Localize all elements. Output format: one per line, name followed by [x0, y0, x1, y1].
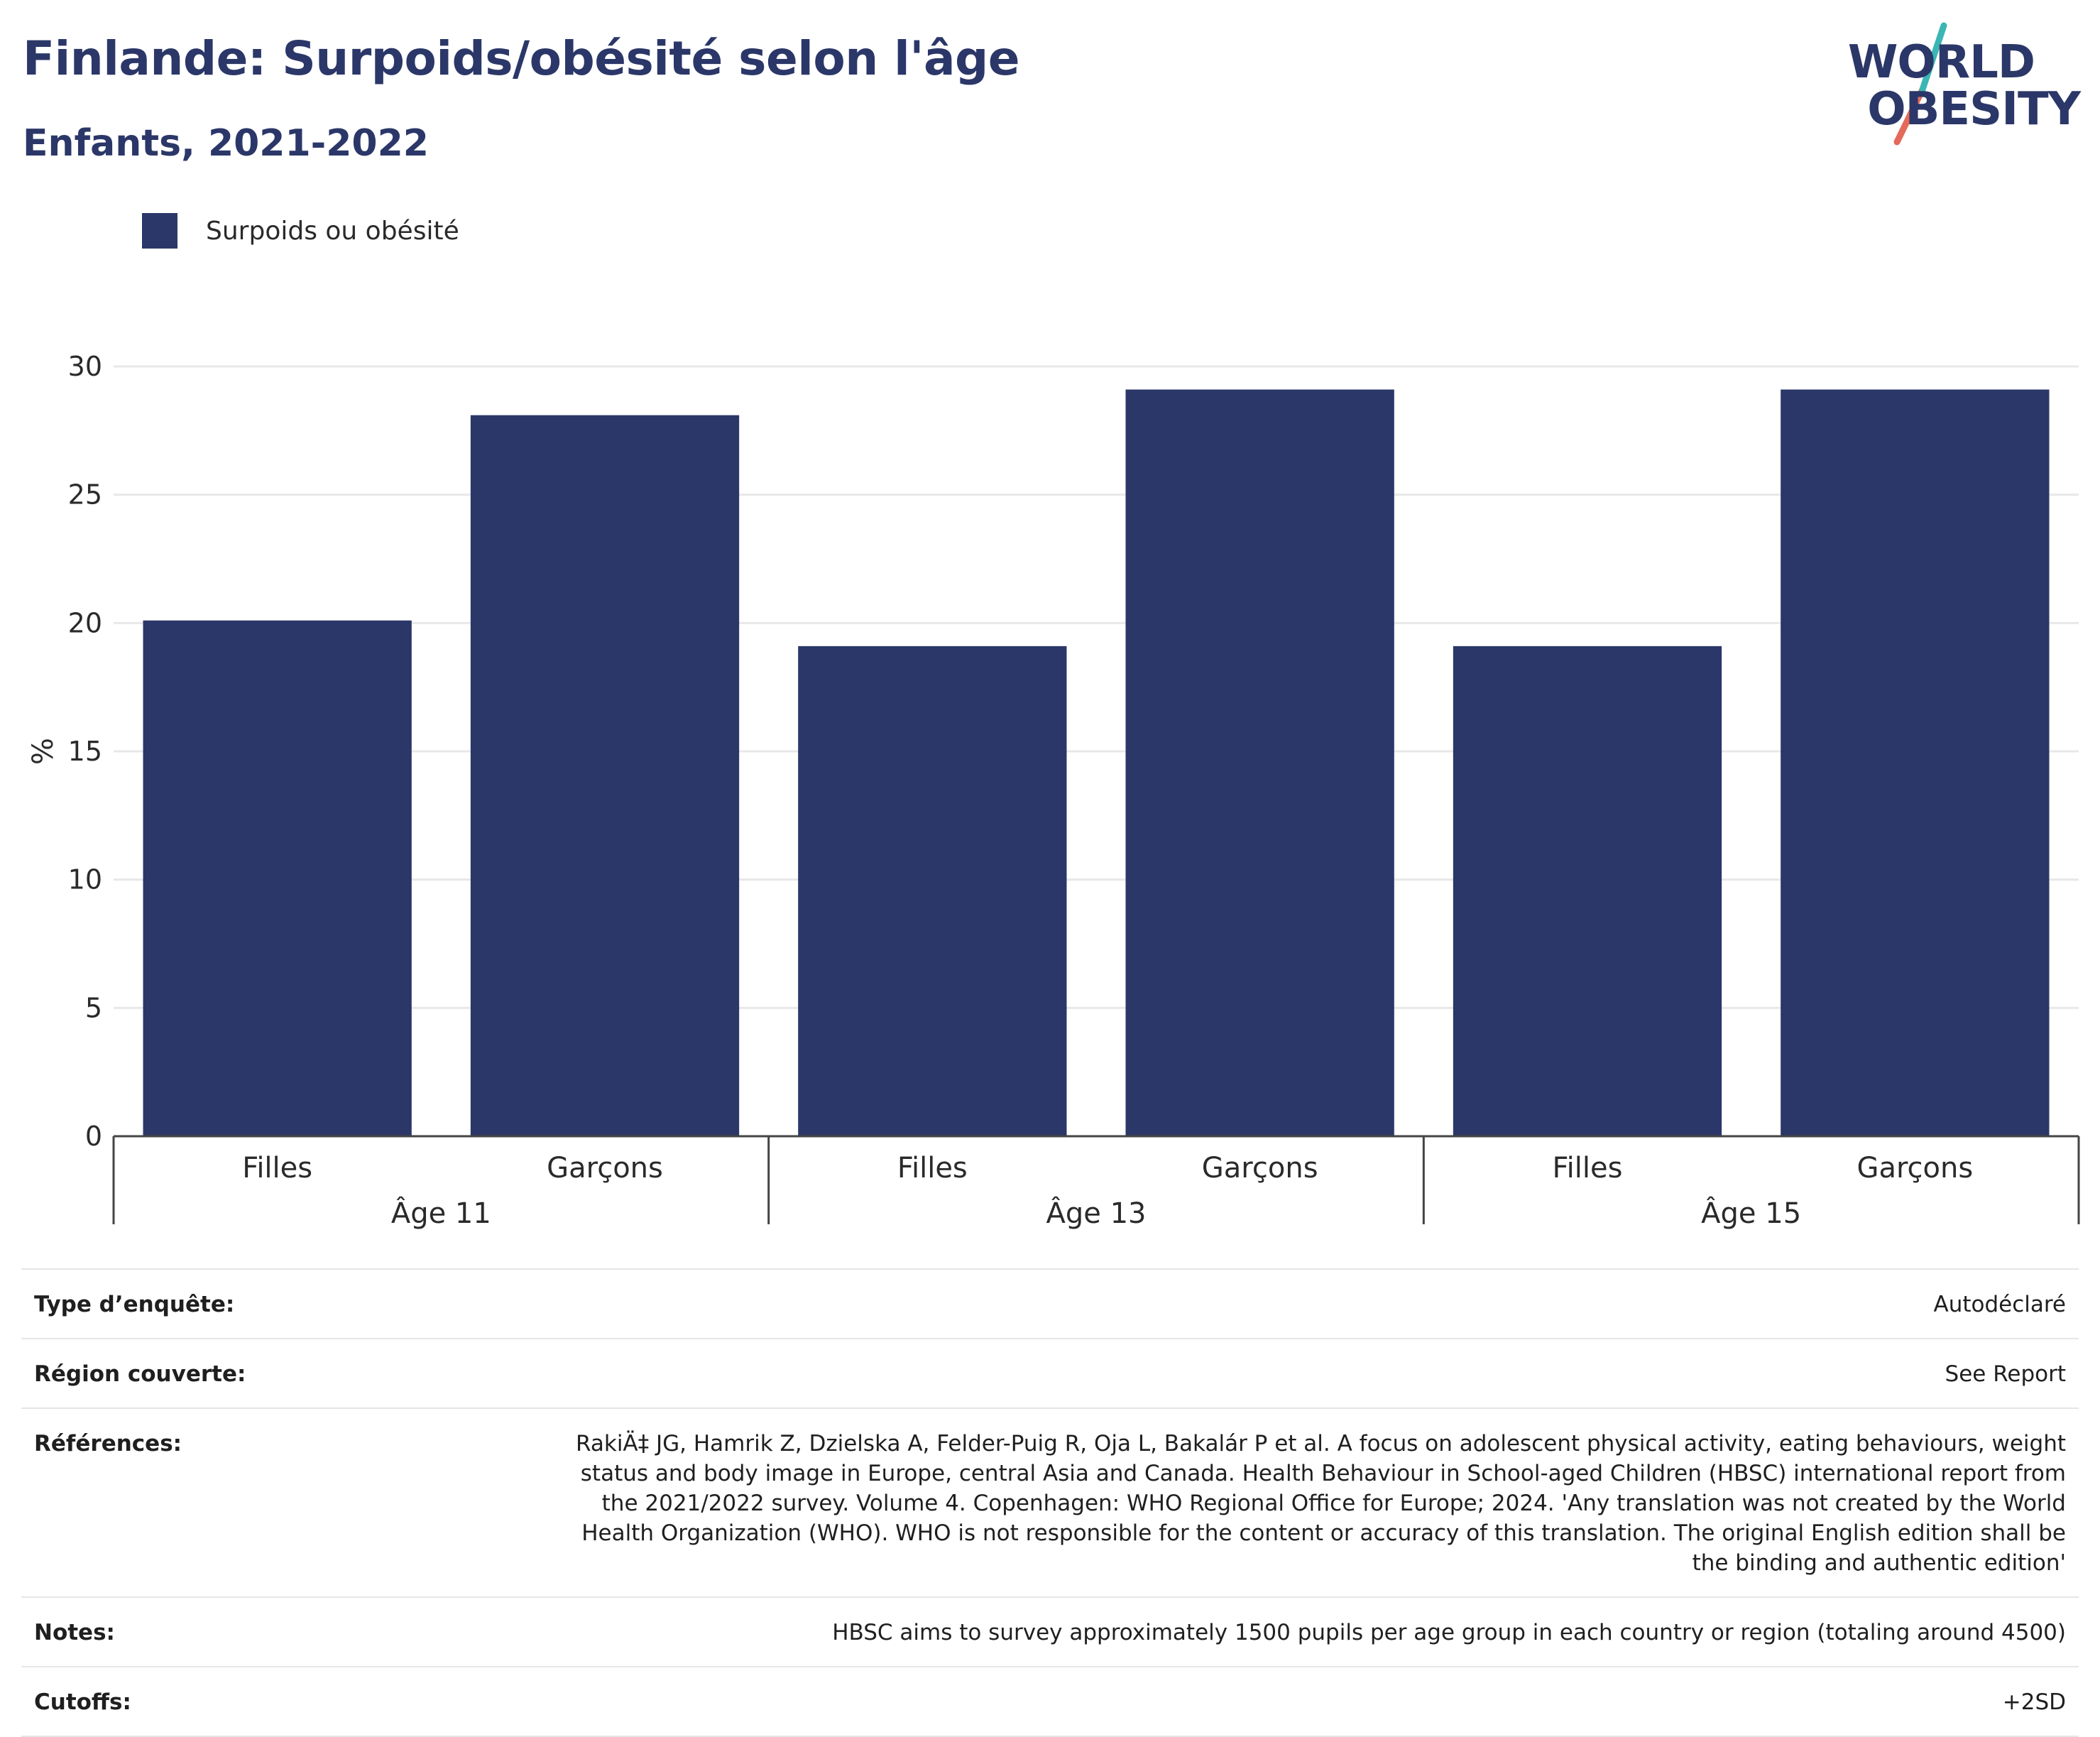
info-row-region: Région couverte: See Report — [21, 1338, 2079, 1407]
info-key: Notes: — [34, 1620, 115, 1645]
bar — [1781, 389, 2050, 1136]
info-row-references: Références: RakiÄ‡ JG, Hamrik Z, Dzielsk… — [21, 1407, 2079, 1596]
info-row-survey-type: Type d’enquête: Autodéclaré — [21, 1268, 2079, 1338]
bar — [1125, 389, 1394, 1136]
info-value: Autodéclaré — [1933, 1292, 2066, 1317]
bar — [798, 646, 1067, 1136]
y-tick-label: 25 — [68, 479, 102, 511]
y-axis-label: % — [27, 738, 60, 765]
chart-subtitle: Enfants, 2021-2022 — [23, 122, 429, 165]
logo-slash-icon — [1893, 22, 1947, 146]
y-tick-label: 20 — [68, 607, 102, 638]
logo-word-obesity: OBESITY — [1867, 83, 2081, 136]
info-row-cutoffs: Cutoffs: +2SD — [21, 1666, 2079, 1737]
y-tick-label: 15 — [68, 736, 102, 767]
x-tick-label: Filles — [897, 1152, 968, 1185]
info-value: RakiÄ‡ JG, Hamrik Z, Dzielska A, Felder-… — [576, 1431, 2066, 1576]
legend-swatch — [142, 213, 177, 249]
info-key: Cutoffs: — [34, 1689, 131, 1715]
group-label: Âge 11 — [391, 1196, 491, 1230]
y-tick-label: 10 — [68, 864, 102, 895]
info-table: Type d’enquête: Autodéclaré Région couve… — [21, 1268, 2079, 1737]
bar — [143, 620, 412, 1136]
legend-label: Surpoids ou obésité — [206, 216, 459, 246]
bar — [470, 415, 740, 1136]
info-value: +2SD — [2002, 1689, 2066, 1715]
y-tick-label: 30 — [68, 351, 102, 382]
bar — [1453, 646, 1722, 1136]
x-tick-label: Filles — [1553, 1152, 1623, 1185]
x-tick-label: Garçons — [1202, 1152, 1318, 1185]
legend[interactable]: Surpoids ou obésité — [142, 213, 459, 249]
info-value: See Report — [1945, 1361, 2066, 1387]
world-obesity-logo: WORLD OBESITY — [1848, 21, 2081, 149]
bar-chart: 0 5 10 15 20 25 30% Filles Garçons Filles Garçons F… — [27, 351, 2080, 1230]
info-key: Région couverte: — [34, 1361, 246, 1387]
x-tick-label: Garçons — [547, 1152, 663, 1185]
group-label: Âge 13 — [1046, 1196, 1147, 1230]
info-row-notes: Notes: HBSC aims to survey approximately… — [21, 1596, 2079, 1666]
info-key: Références: — [34, 1431, 182, 1456]
chart-title: Finlande: Surpoids/obésité selon l'âge — [23, 31, 1020, 86]
y-tick-label: 0 — [85, 1121, 102, 1152]
y-tick-label: 5 — [85, 992, 102, 1023]
info-key: Type d’enquête: — [34, 1292, 235, 1317]
group-label: Âge 15 — [1701, 1196, 1801, 1230]
info-value: HBSC aims to survey approximately 1500 p… — [832, 1620, 2066, 1645]
x-tick-label: Garçons — [1856, 1152, 1973, 1185]
logo-word-world: WORLD — [1847, 36, 2035, 89]
x-tick-label: Filles — [242, 1152, 312, 1185]
